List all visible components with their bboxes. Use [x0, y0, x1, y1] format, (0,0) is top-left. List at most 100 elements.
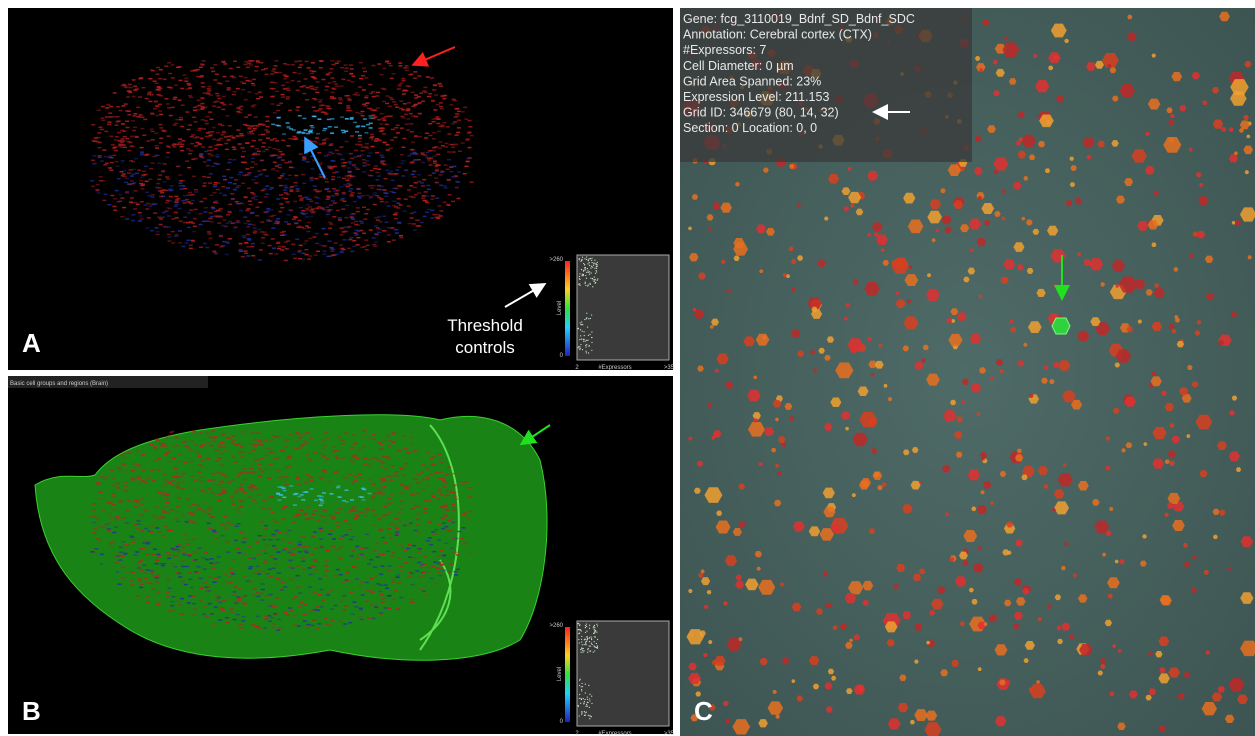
vector-dot [330, 132, 334, 134]
vector-dot [92, 532, 96, 534]
vector-dot [156, 67, 160, 69]
vector-dot [112, 541, 116, 543]
vector-dot [181, 105, 185, 107]
vector-dot [344, 433, 348, 435]
vector-dot [435, 198, 439, 200]
vector-dot [410, 437, 414, 439]
vector-dot [401, 160, 405, 162]
vector-dot [425, 195, 429, 197]
vector-dot [194, 209, 198, 211]
vector-dot [187, 602, 191, 604]
scatter-dot [590, 278, 591, 279]
vector-dot [223, 226, 227, 228]
vector-dot [167, 610, 171, 612]
vector-dot [250, 484, 254, 486]
vector-dot [316, 610, 320, 612]
vector-dot [451, 176, 455, 178]
vector-dot [178, 174, 182, 176]
vector-dot [325, 181, 329, 183]
vector-dot [381, 554, 385, 556]
vector-dot [468, 126, 472, 128]
vector-dot [365, 534, 369, 536]
vector-dot [118, 501, 122, 503]
vector-dot [345, 205, 349, 207]
vector-dot [165, 157, 169, 159]
scatter-dot [583, 341, 584, 342]
vector-dot [256, 595, 260, 597]
vector-dot [224, 525, 228, 527]
vector-dot [320, 606, 324, 608]
vector-dot [151, 515, 155, 517]
scatter-dot [585, 643, 586, 644]
vector-dot [403, 210, 407, 212]
vector-dot [380, 113, 384, 115]
vector-dot [373, 204, 377, 206]
vector-dot [223, 195, 227, 197]
vector-dot [436, 217, 440, 219]
vector-dot [420, 472, 424, 474]
vector-dot [351, 461, 355, 463]
vector-dot [110, 195, 114, 197]
vector-dot [346, 227, 350, 229]
vector-dot [266, 573, 270, 575]
vector-dot [328, 126, 332, 128]
vector-dot [369, 175, 373, 177]
vector-dot [394, 127, 398, 129]
vector-dot [185, 160, 189, 162]
vector-dot [354, 224, 358, 226]
vector-dot [399, 108, 403, 110]
vector-dot [361, 594, 365, 596]
vector-dot [281, 173, 285, 175]
vector-dot [175, 144, 179, 146]
vector-dot [270, 82, 274, 84]
vector-dot [179, 119, 183, 121]
vector-dot [236, 508, 240, 510]
vector-dot [456, 181, 460, 183]
vector-dot [265, 149, 269, 151]
vector-dot [385, 60, 389, 62]
vector-dot [274, 548, 278, 550]
vector-dot [397, 451, 401, 453]
vector-dot [250, 489, 254, 491]
vector-dot [147, 93, 151, 95]
vector-dot [356, 188, 360, 190]
vector-dot [407, 486, 411, 488]
vector-dot [166, 103, 170, 105]
vector-dot [373, 550, 377, 552]
vector-dot [189, 248, 193, 250]
vector-dot [249, 64, 253, 66]
vector-dot [427, 158, 431, 160]
vector-dot [252, 558, 256, 560]
vector-dot [191, 475, 195, 477]
vector-dot [145, 582, 149, 584]
vector-dot [176, 546, 180, 548]
vector-dot [355, 234, 359, 236]
vector-dot [228, 211, 232, 213]
vector-dot [115, 161, 119, 163]
vector-dot [305, 254, 309, 256]
vector-dot [209, 173, 213, 175]
vector-dot [163, 506, 167, 508]
vector-dot [130, 175, 134, 177]
vector-dot [158, 531, 162, 533]
vector-dot [123, 136, 127, 138]
vector-dot [182, 552, 186, 554]
vector-dot [140, 116, 144, 118]
vector-dot [251, 158, 255, 160]
vector-dot [203, 243, 207, 245]
vector-dot [125, 121, 129, 123]
vector-dot [453, 100, 457, 102]
vector-dot [281, 197, 285, 199]
vector-dot [110, 517, 114, 519]
vector-dot [179, 146, 183, 148]
vector-dot [315, 208, 319, 210]
scatter-dot [592, 286, 593, 287]
selected-cell[interactable] [1052, 318, 1070, 334]
vector-dot [368, 115, 372, 117]
vector-dot [112, 509, 116, 511]
scatter-dot [594, 631, 595, 632]
vector-dot [275, 140, 279, 142]
vector-dot [432, 172, 436, 174]
vector-dot [298, 544, 302, 546]
vector-dot [122, 577, 126, 579]
